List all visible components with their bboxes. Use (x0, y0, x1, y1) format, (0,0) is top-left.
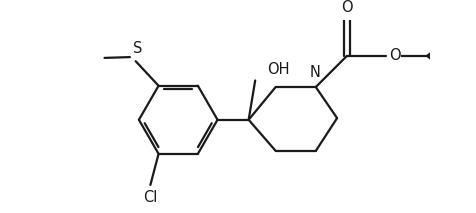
Text: N: N (309, 65, 320, 81)
Text: OH: OH (267, 62, 289, 77)
Text: O: O (341, 0, 353, 15)
Text: S: S (133, 41, 142, 56)
Text: Cl: Cl (143, 190, 158, 205)
Text: O: O (389, 48, 401, 63)
